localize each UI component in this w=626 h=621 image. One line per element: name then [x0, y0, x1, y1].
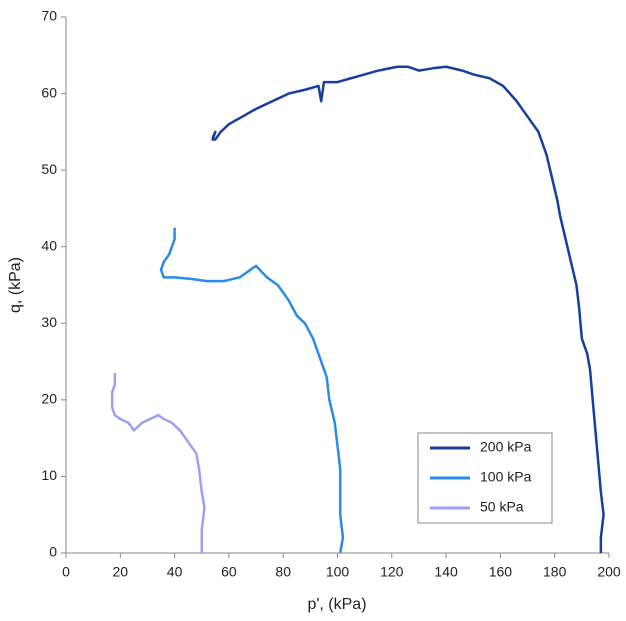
y-tick-label: 20	[41, 391, 57, 407]
legend-label: 100 kPa	[480, 469, 532, 485]
y-tick-label: 60	[41, 84, 57, 100]
x-tick-label: 40	[167, 564, 183, 580]
x-tick-label: 80	[275, 564, 291, 580]
y-tick-label: 10	[41, 467, 57, 483]
x-tick-label: 140	[434, 564, 458, 580]
x-axis-label: p', (kPa)	[307, 596, 366, 613]
x-tick-label: 120	[380, 564, 404, 580]
series-line	[159, 227, 345, 554]
y-tick-label: 40	[41, 237, 57, 253]
y-tick-label: 30	[41, 314, 57, 330]
x-tick-label: 100	[326, 564, 350, 580]
legend-label: 200 kPa	[480, 439, 532, 455]
x-tick-label: 20	[113, 564, 129, 580]
y-tick-label: 0	[49, 544, 57, 560]
legend-label: 50 kPa	[480, 499, 524, 515]
x-tick-label: 180	[543, 564, 567, 580]
x-tick-label: 160	[489, 564, 513, 580]
y-axis-label: q, (kPa)	[7, 257, 24, 313]
series-line	[110, 373, 206, 553]
y-tick-label: 50	[41, 161, 57, 177]
x-tick-label: 60	[221, 564, 237, 580]
x-tick-label: 200	[597, 564, 621, 580]
x-tick-label: 0	[62, 564, 70, 580]
series-line	[211, 65, 605, 553]
y-tick-label: 70	[41, 8, 57, 24]
